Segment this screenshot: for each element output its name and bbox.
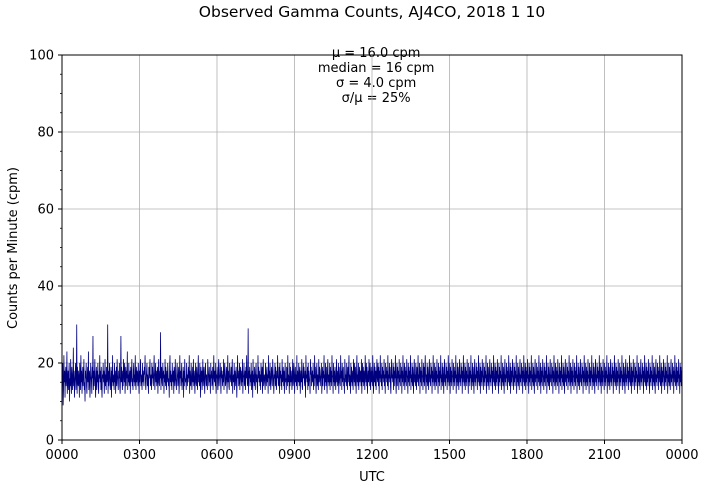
stat-mean: μ = 16.0 cpm <box>331 46 421 61</box>
stat-median: median = 16 cpm <box>317 61 435 76</box>
y-tick-label: 60 <box>37 203 54 218</box>
stat-sigma: σ = 4.0 cpm <box>335 76 417 91</box>
x-axis-label: UTC <box>359 470 385 485</box>
x-tick-label: 0900 <box>278 448 311 463</box>
x-tick-label: 1800 <box>510 448 543 463</box>
x-tick-labels: 0000 0300 0600 0900 1200 1500 1800 2100 0000 <box>45 448 698 463</box>
chart-stats-line: μ = 16.0 cpm median = 16 cpm σ = 4.0 cpm… <box>62 31 682 106</box>
x-tick-label: 2100 <box>588 448 621 463</box>
x-tick-label: 0300 <box>123 448 156 463</box>
axis-ticks <box>58 54 683 444</box>
y-tick-label: 100 <box>29 49 54 64</box>
y-tick-label: 20 <box>37 357 54 372</box>
x-tick-label: 0000 <box>45 448 78 463</box>
chart-title: Observed Gamma Counts, AJ4CO, 2018 1 10 <box>198 3 546 21</box>
y-tick-label: 0 <box>46 434 54 449</box>
x-tick-label: 1200 <box>355 448 388 463</box>
series-line-0 <box>61 324 683 406</box>
x-tick-label: 0600 <box>200 448 233 463</box>
series-layer <box>61 324 683 406</box>
y-tick-label: 80 <box>37 126 54 141</box>
y-axis-label: Counts per Minute (cpm) <box>6 167 21 329</box>
x-tick-label: 1500 <box>433 448 466 463</box>
y-tick-label: 40 <box>37 280 54 295</box>
y-tick-labels: 0 20 40 60 80 100 <box>29 49 54 449</box>
x-tick-label: 0000 <box>665 448 698 463</box>
